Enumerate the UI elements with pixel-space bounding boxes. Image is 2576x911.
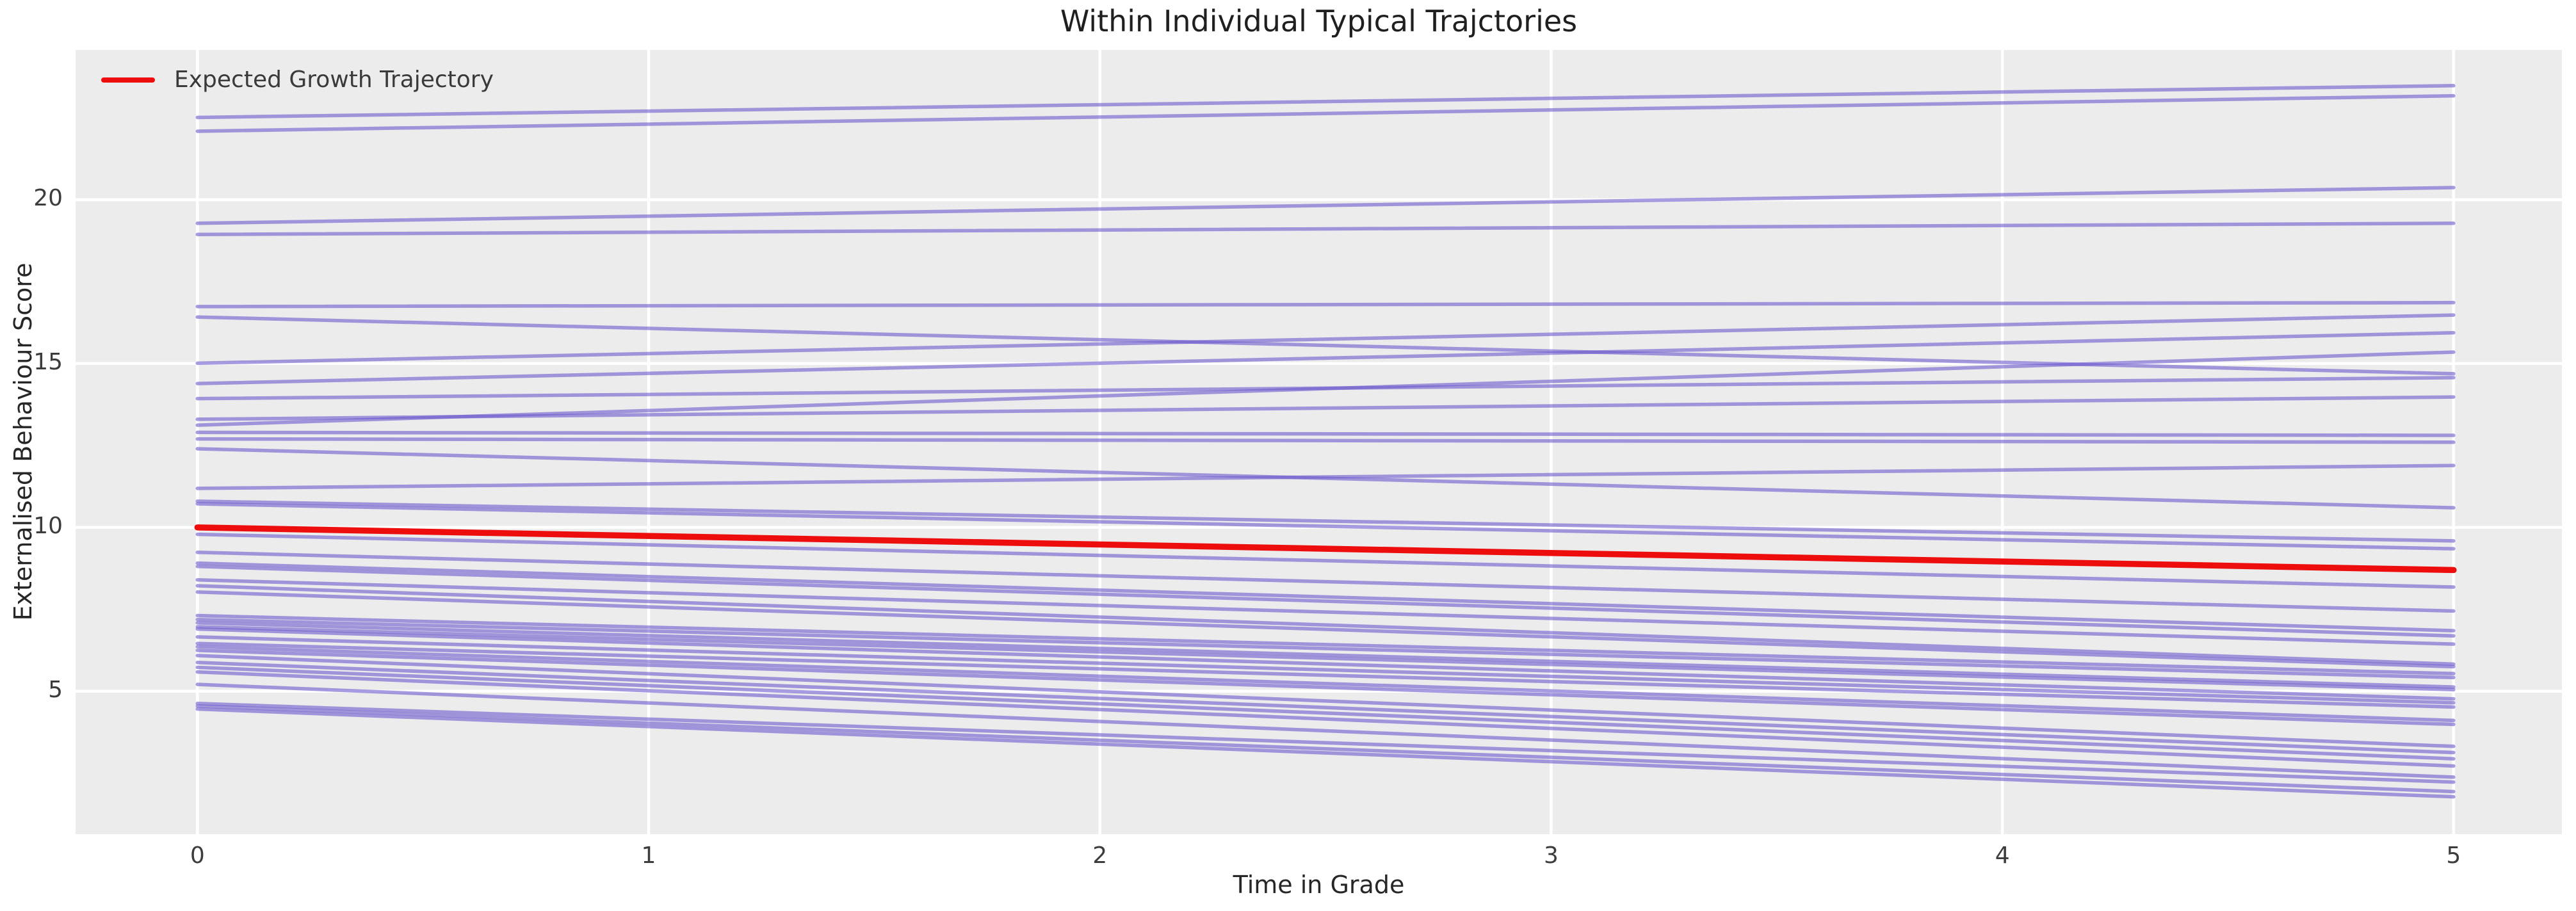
trajectory-line [195,561,2456,633]
trajectory-line [195,617,2456,680]
trajectory-line [195,186,2456,225]
trajectory-line [195,665,2456,761]
trajectory-line [195,625,2456,691]
trajectory-line [195,635,2456,705]
trajectory-line [195,300,2456,309]
legend: Expected Growth Trajectory [101,67,494,93]
trajectory-line [195,93,2456,133]
trajectory-line [195,565,2456,638]
trajectory-line [195,331,2456,385]
trajectory-line [195,313,2456,366]
trajectory-line [195,670,2456,768]
trajectory-line [195,532,2456,589]
trajectory-line [195,84,2456,120]
trajectory-line [195,654,2456,748]
x-tick-label: 4 [1995,842,2010,869]
trajectory-line [195,584,2456,666]
x-tick-label: 1 [641,842,656,869]
chart-title: Within Individual Typical Trajctories [1060,4,1578,38]
legend-line-swatch [101,77,155,83]
trajectory-line [195,437,2456,444]
x-axis-label: Time in Grade [1233,871,1405,899]
trajectory-line [195,222,2456,236]
trajectory-line [195,395,2456,421]
trajectory-line [195,499,2456,543]
trajectory-line [195,578,2456,646]
expected-trajectory-line [194,524,2457,574]
y-tick-label: 5 [48,676,63,703]
trajectory-line [195,430,2456,437]
trajectory-line [195,641,2456,709]
trajectory-line [195,661,2456,755]
trajectory-line [195,707,2456,799]
x-tick-label: 3 [1543,842,1559,869]
trajectory-line [195,645,2456,723]
x-tick-label: 0 [190,842,205,869]
trajectory-line [195,621,2456,689]
trajectory-line [195,704,2456,794]
y-tick-label: 15 [33,348,63,375]
trajectory-line [195,464,2456,490]
y-axis-label: Externalised Behaviour Score [9,262,37,621]
trajectory-line [195,649,2456,727]
trajectory-line [195,613,2456,675]
trajectory-line [195,551,2456,613]
trajectory-line [195,682,2456,779]
trajectory-line [195,350,2456,427]
trajectory-line [195,502,2456,551]
trajectory-line [195,627,2456,701]
x-tick-label: 2 [1092,842,1108,869]
trajectory-line [195,590,2456,669]
legend-label: Expected Growth Trajectory [174,67,494,93]
x-tick-label: 5 [2446,842,2461,869]
trajectory-line [195,701,2456,784]
y-tick-label: 20 [33,184,63,211]
y-tick-label: 10 [33,512,63,539]
